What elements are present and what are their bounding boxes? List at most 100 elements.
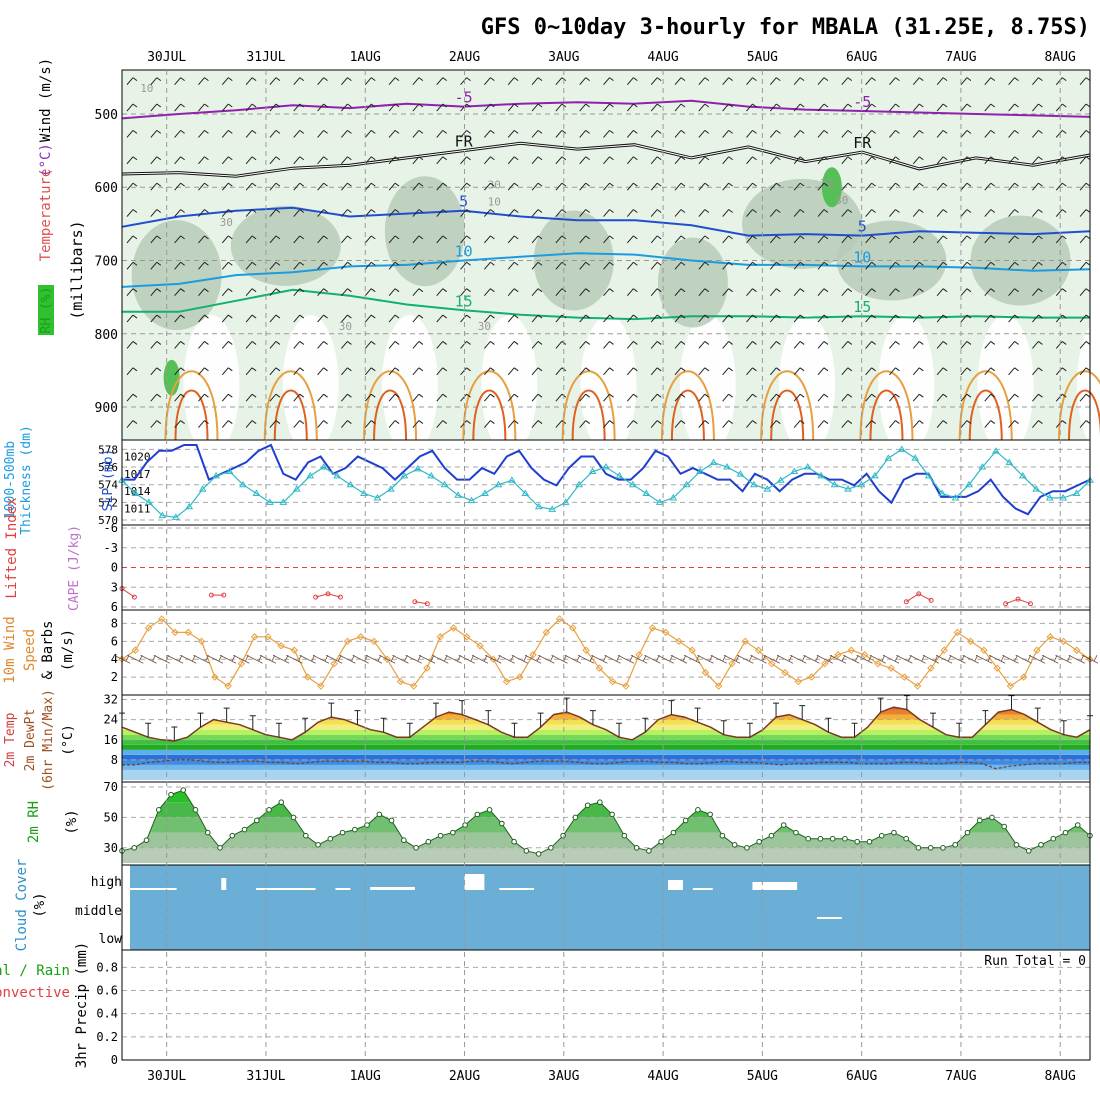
thickness-point: [548, 505, 557, 512]
wind-barb: [722, 420, 733, 428]
temp-minmax-bar: [956, 722, 963, 738]
wind-barb: [722, 156, 733, 165]
wind-barb: [436, 209, 448, 217]
wind-barb: [317, 103, 328, 112]
thickness-point: [225, 467, 234, 474]
wind-barb: [364, 130, 376, 138]
cloud-high-bar: [499, 888, 535, 890]
thickness-tick: 572: [98, 496, 118, 509]
wind-barb: [912, 314, 924, 323]
thickness-point: [669, 493, 678, 501]
temperature-band: [122, 749, 1090, 755]
wind-barb: [317, 209, 328, 217]
wind-barb: [889, 235, 900, 244]
wind-barb: [364, 261, 376, 270]
wind-barb: [984, 367, 996, 376]
wind-barb: [674, 288, 686, 296]
wind-barb: [674, 182, 686, 191]
temperature-band: [122, 739, 1090, 745]
wind-barb: [936, 393, 948, 402]
slp-tick: 1014: [124, 485, 151, 498]
cloud-high-bar: [668, 880, 683, 890]
rh-moist-region: [131, 220, 222, 331]
wind-speed-point: [410, 682, 418, 690]
wind-barb: [317, 182, 328, 191]
wind-barb: [555, 182, 567, 191]
temperature-band: [122, 697, 1090, 705]
wind-barb: [674, 130, 686, 138]
temperature-band: [122, 719, 1090, 725]
rh-point: [511, 838, 517, 845]
rh-point: [327, 835, 334, 842]
rh-point: [1062, 829, 1069, 836]
precip-tick: 0.4: [96, 1007, 118, 1021]
wind-barb: [817, 393, 829, 402]
temp-minmax-bar: [851, 722, 858, 738]
rh-contour-label: 30: [835, 194, 848, 207]
wind-barb: [1055, 314, 1067, 323]
wind-speed-point: [144, 624, 153, 632]
wind-barb: [960, 420, 972, 428]
wind-barb: [126, 393, 138, 402]
wind-barb: [221, 420, 233, 428]
thickness-tick: 570: [98, 514, 118, 527]
rh-point: [339, 829, 346, 836]
rh-point: [866, 838, 873, 845]
wind-barb: [388, 209, 400, 217]
wind-barb: [507, 288, 519, 296]
rh-point: [719, 832, 726, 839]
date-label-bottom: 3AUG: [548, 1069, 579, 1084]
wind-barb: [126, 314, 138, 323]
wind-barb: [531, 209, 543, 217]
thickness-point: [508, 476, 516, 483]
pressure-tick: 500: [95, 108, 118, 123]
wind-barb: [936, 314, 948, 323]
temp-minmax-bar: [903, 695, 910, 710]
wind-barb: [650, 261, 662, 270]
lifted-index-point: [1027, 601, 1033, 607]
wind-barb: [507, 209, 519, 217]
isotherm-label: 5: [459, 193, 468, 211]
wind-barb: [293, 367, 305, 376]
wind-speed-point: [569, 624, 577, 632]
wind-barb: [1008, 261, 1019, 270]
wind-barb: [531, 367, 543, 376]
isotherm-line: [121, 252, 1091, 288]
thickness-point: [158, 511, 167, 519]
cloud-high-bar: [464, 874, 485, 890]
thickness-point: [776, 476, 785, 483]
wind-barb: [269, 182, 281, 191]
temp-minmax-bar: [354, 710, 361, 725]
wind-barb: [722, 288, 733, 296]
rh-legend-swatch: [38, 285, 54, 335]
temp-minmax-bar: [720, 720, 727, 735]
wind-barb: [531, 235, 543, 244]
wind-barb: [960, 77, 972, 85]
wind-barb: [722, 77, 733, 85]
wind-barb: [865, 156, 876, 165]
wind-barb: [126, 156, 138, 165]
rh-point: [388, 817, 395, 824]
wind-barb: [507, 393, 519, 402]
wind-barb: [769, 341, 781, 349]
wind-barb: [579, 182, 590, 191]
wind-barb: [936, 182, 948, 191]
wind-barb: [412, 130, 424, 138]
wind-barb: [341, 288, 352, 296]
wind-barb: [579, 393, 590, 402]
wind-barb: [626, 420, 638, 428]
wind-barb: [245, 209, 257, 217]
temperature-bands: [122, 697, 1090, 780]
temperature-line: [121, 706, 1091, 742]
wind-barb: [126, 367, 138, 376]
wind-speed-point: [715, 682, 723, 690]
wind-barb: [341, 156, 352, 165]
wind-barb: [579, 130, 590, 138]
wind-barb: [293, 103, 305, 112]
wind-barb: [889, 77, 900, 85]
wind-barb: [603, 393, 614, 402]
wind-barb: [150, 420, 162, 428]
wind-barb: [269, 209, 281, 217]
thickness-point: [911, 454, 920, 461]
wind-barb: [960, 314, 972, 323]
